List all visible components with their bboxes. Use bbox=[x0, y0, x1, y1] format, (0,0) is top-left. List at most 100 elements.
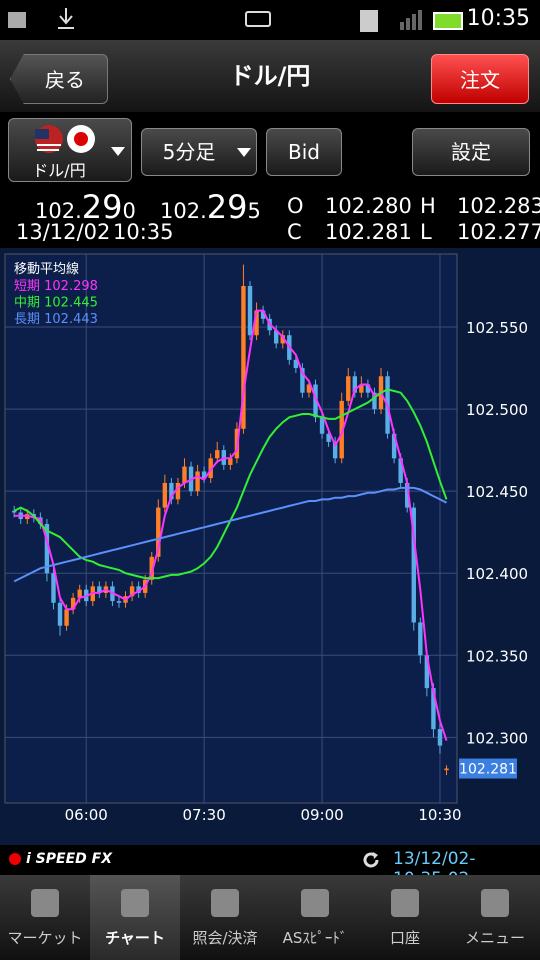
candle-body bbox=[97, 586, 102, 593]
bid-pips: 29 bbox=[81, 188, 123, 226]
candle-body bbox=[424, 655, 430, 689]
candle-body bbox=[64, 609, 69, 626]
candle-body bbox=[162, 482, 168, 508]
open-label: O bbox=[287, 194, 304, 218]
screen-title: ドル/円 bbox=[229, 62, 311, 90]
quote-date: 13/12/02 bbox=[16, 220, 111, 244]
candle-body bbox=[51, 573, 56, 603]
nav-item[interactable]: 照会/決済 bbox=[180, 875, 270, 960]
bid-last: 0 bbox=[122, 199, 136, 223]
status-bar: 10:35 bbox=[0, 0, 540, 40]
close-label: C bbox=[287, 220, 302, 244]
brand-icon bbox=[9, 853, 21, 865]
order-button[interactable]: 注文 bbox=[431, 54, 529, 104]
close-value: 102.281 bbox=[325, 220, 412, 244]
open-value: 102.280 bbox=[325, 194, 412, 218]
back-button[interactable]: 戻る bbox=[10, 54, 108, 104]
side-button[interactable]: Bid bbox=[266, 128, 342, 176]
candle-body bbox=[326, 433, 331, 442]
candle-body bbox=[372, 392, 377, 410]
candle-body bbox=[280, 335, 285, 344]
dropdown-arrow bbox=[111, 147, 125, 156]
candle-body bbox=[215, 450, 220, 459]
candle-body bbox=[332, 441, 338, 459]
nav-icon bbox=[301, 889, 329, 917]
candle-body bbox=[431, 688, 436, 730]
high-label: H bbox=[420, 194, 436, 218]
candle-body bbox=[300, 368, 305, 393]
ask-last: 5 bbox=[247, 199, 261, 223]
candle-body bbox=[274, 330, 279, 344]
candle-body bbox=[260, 310, 266, 319]
x-tick-label: 09:00 bbox=[300, 806, 343, 824]
pair-selector[interactable]: ドル/円 bbox=[8, 118, 132, 182]
candle-body bbox=[319, 417, 325, 434]
candle-body bbox=[405, 482, 410, 508]
interval-label: 5分足 bbox=[162, 140, 216, 164]
candle-body bbox=[70, 597, 76, 610]
y-tick-label: 102.400 bbox=[466, 565, 528, 583]
nav-icon bbox=[481, 889, 509, 917]
candle-body bbox=[116, 601, 122, 603]
moving-average-line bbox=[13, 486, 447, 583]
legend-entry: 中期 102.445 bbox=[14, 296, 98, 311]
y-tick-label: 102.350 bbox=[466, 647, 528, 665]
candle-body bbox=[418, 622, 423, 656]
settings-button[interactable]: 設定 bbox=[412, 128, 530, 176]
y-tick-label: 102.550 bbox=[466, 319, 528, 337]
current-price-box bbox=[459, 758, 517, 779]
candle-body bbox=[201, 471, 207, 479]
header: 戻る ドル/円 注文 bbox=[0, 40, 540, 112]
candle-body bbox=[365, 384, 371, 393]
nav-icon bbox=[211, 889, 239, 917]
nav-icon bbox=[121, 889, 149, 917]
low-label: L bbox=[420, 220, 432, 244]
nav-item[interactable]: チャート bbox=[90, 875, 180, 960]
nav-item[interactable]: マーケット bbox=[0, 875, 90, 960]
candle-body bbox=[293, 359, 299, 369]
candle-body bbox=[44, 523, 50, 574]
candle-body bbox=[359, 384, 364, 393]
candle-body bbox=[195, 471, 200, 492]
clock: 10:35 bbox=[466, 6, 530, 31]
nav-label: 口座 bbox=[389, 929, 420, 947]
flags bbox=[35, 125, 95, 153]
ask-pips: 29 bbox=[206, 188, 248, 226]
legend-entry: 短期 102.298 bbox=[14, 279, 98, 294]
legend-title: 移動平均線 bbox=[14, 261, 79, 277]
refresh-icon[interactable] bbox=[360, 849, 382, 871]
candle-body bbox=[136, 586, 141, 593]
status-icons-right bbox=[360, 10, 463, 32]
chart: 102.300 102.350 102.400 102.450 102.500 102.5… bbox=[4, 253, 528, 824]
quote-time: 10:35 bbox=[113, 220, 174, 244]
footer: i SPEED FX 13/12/02-10:35:02 bbox=[0, 845, 540, 889]
x-tick-label: 10:30 bbox=[418, 806, 461, 824]
nav-item[interactable]: メニュー bbox=[450, 875, 540, 960]
pair-label: ドル/円 bbox=[32, 161, 86, 180]
nav-label: ASｽﾋﾟｰﾄﾞ bbox=[282, 929, 348, 947]
dropdown-arrow bbox=[237, 148, 251, 157]
candle-body bbox=[57, 602, 63, 626]
nav-label: メニュー bbox=[464, 929, 525, 947]
candle-body bbox=[182, 466, 187, 483]
candle-body bbox=[228, 458, 233, 465]
current-price-label: 102.281 bbox=[459, 762, 517, 778]
candle-body bbox=[444, 768, 449, 771]
candle-body bbox=[437, 729, 443, 746]
nav-label: チャート bbox=[105, 929, 165, 947]
candle-body bbox=[391, 433, 397, 459]
nav-item[interactable]: 口座 bbox=[360, 875, 450, 960]
legend-entry: 長期 102.443 bbox=[14, 312, 98, 327]
candle-body bbox=[306, 384, 312, 393]
ask-prefix: 102. bbox=[160, 199, 207, 223]
interval-selector[interactable]: 5分足 bbox=[141, 128, 257, 176]
candle-body bbox=[411, 507, 416, 623]
nav-icon bbox=[391, 889, 419, 917]
candle-body bbox=[398, 458, 403, 483]
candle-body bbox=[247, 286, 253, 336]
candle-body bbox=[208, 458, 213, 479]
nav-item[interactable]: ASｽﾋﾟｰﾄﾞ bbox=[270, 875, 360, 960]
candle-body bbox=[169, 482, 174, 500]
ask-price: 102.295 bbox=[160, 188, 261, 226]
